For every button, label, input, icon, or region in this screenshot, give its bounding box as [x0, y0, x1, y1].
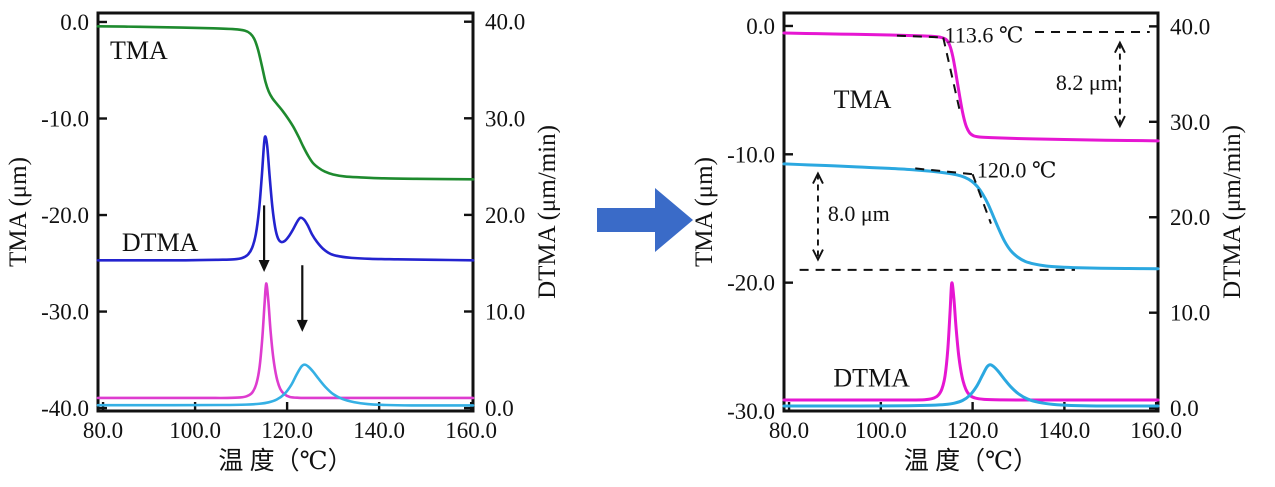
y-tick-label: -40.0: [41, 396, 89, 421]
down-arrow-head: [296, 319, 308, 332]
annotation-label: TMA: [110, 36, 168, 65]
x-tick-label: 160.0: [445, 418, 497, 443]
y-axis-left-title: TMA (μm): [5, 157, 32, 267]
x-tick-label: 80.0: [83, 418, 123, 443]
y-axis-left-title: TMA (μm): [691, 157, 718, 267]
x-axis: 80.0 100.0 120.0 140.0 160.0 温 度（℃）: [83, 402, 497, 475]
dashed-reference-line: [915, 167, 973, 176]
annotations: TMA DTMA 113.6 ℃ 120.0 ℃ 8.2 μm 8.0 μm: [799, 23, 1150, 393]
down-arrow-head: [258, 259, 270, 272]
y-tick-label: -30.0: [727, 399, 775, 424]
left-chart: 80.0 100.0 120.0 140.0 160.0 温 度（℃） 0.0 -10.0 -2…: [0, 0, 561, 487]
measure-arrow-head: [1114, 40, 1126, 54]
series-DTMA-component-1: [782, 281, 1160, 402]
x-axis: 80.0 100.0 120.0 140.0 160.0 温 度（℃）: [769, 402, 1182, 475]
y-tick-label: -30.0: [41, 300, 89, 325]
annotation-label: 8.0 μm: [828, 201, 890, 226]
measure-arrow-head: [812, 171, 824, 184]
y-tick-label: 10.0: [485, 300, 525, 325]
x-axis-title: 温 度（℃）: [904, 447, 1038, 475]
series-DTMA: [96, 135, 475, 262]
annotation-label: TMA: [834, 85, 892, 114]
plot-frame: [96, 11, 475, 413]
x-tick-label: 120.0: [261, 418, 313, 443]
y-tick-label: 30.0: [1170, 110, 1210, 135]
series-DTMA-component-2: [96, 363, 475, 407]
y-tick-label: -10.0: [727, 142, 775, 167]
y-axis-right-title: DTMA (μm/min): [534, 125, 560, 299]
y-tick-label: -10.0: [41, 107, 89, 132]
right-chart-svg: 80.0 100.0 120.0 140.0 160.0 温 度（℃） 0.0 -10.0 -2…: [691, 11, 1246, 475]
x-tick-label: 140.0: [353, 418, 405, 443]
right-arrow-shape: [597, 188, 693, 252]
x-tick-label: 120.0: [947, 418, 999, 443]
left-chart-svg: 80.0 100.0 120.0 140.0 160.0 温 度（℃） 0.0 -10.0 -2…: [5, 10, 561, 475]
annotation-label: 8.2 μm: [1056, 70, 1118, 95]
y-axis-right-title: DTMA (μm/min): [1219, 125, 1246, 299]
dashed-reference-line: [942, 37, 961, 111]
y-tick-label: 20.0: [1170, 205, 1210, 230]
right-chart: 80.0 100.0 120.0 140.0 160.0 温 度（℃） 0.0 -10.0 -2…: [690, 0, 1275, 487]
dashed-reference-line: [896, 34, 944, 39]
x-tick-label: 140.0: [1039, 418, 1091, 443]
dashed-reference-line: [971, 173, 992, 224]
annotation-label: DTMA: [122, 228, 199, 257]
x-tick-label: 160.0: [1130, 418, 1182, 443]
y-axis-left: 0.0 -10.0 -20.0 -30.0 -40.0 TMA (μm): [5, 10, 107, 421]
transform-arrow-icon: [597, 186, 693, 254]
plot-frame: [782, 11, 1160, 413]
y-tick-label: 0.0: [746, 14, 775, 39]
series-TMA-component-1: [782, 31, 1160, 143]
annotation-label: DTMA: [833, 364, 910, 393]
y-tick-label: 10.0: [1170, 301, 1210, 326]
y-axis-right: 40.0 30.0 20.0 10.0 0.0 DTMA (μm/min): [1149, 14, 1246, 421]
annotation-label: 113.6 ℃: [945, 23, 1024, 48]
series-DTMA-component-2: [782, 363, 1160, 408]
y-tick-label: -20.0: [727, 271, 775, 296]
y-tick-label: 40.0: [1170, 14, 1210, 39]
y-axis-left: 0.0 -10.0 -20.0 -30.0 TMA (μm): [691, 14, 793, 424]
series-TMA-component-2: [782, 162, 1160, 271]
y-tick-label: 20.0: [485, 203, 525, 228]
measure-arrow-head: [1114, 115, 1126, 129]
annotation-label: 120.0 ℃: [977, 157, 1057, 182]
x-tick-label: 100.0: [855, 418, 907, 443]
y-tick-label: 0.0: [60, 10, 89, 35]
y-tick-label: -20.0: [41, 203, 89, 228]
annotations: TMA DTMA: [110, 36, 308, 332]
measure-arrow-head: [812, 249, 824, 262]
series-TMA: [96, 25, 475, 181]
x-axis-title: 温 度（℃）: [218, 447, 352, 475]
series-DTMA-component-1: [96, 282, 475, 400]
x-tick-label: 80.0: [769, 418, 809, 443]
y-tick-label: 0.0: [1170, 396, 1199, 421]
y-axis-right: 40.0 30.0 20.0 10.0 0.0 DTMA (μm/min): [464, 10, 561, 421]
x-tick-label: 100.0: [169, 418, 221, 443]
y-tick-label: 40.0: [485, 10, 525, 35]
y-tick-label: 0.0: [485, 396, 514, 421]
y-tick-label: 30.0: [485, 106, 525, 131]
